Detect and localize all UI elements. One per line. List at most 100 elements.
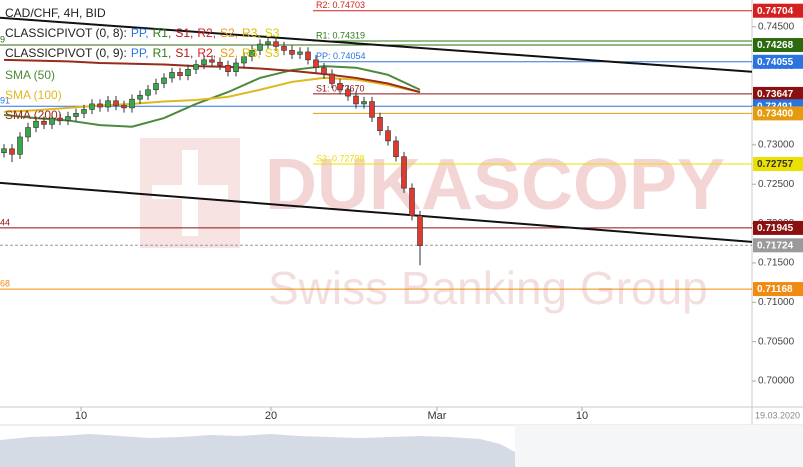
candle-body	[113, 100, 119, 106]
x-tick-label: Mar	[428, 410, 447, 422]
price-tag-label: 0.73400	[757, 109, 794, 120]
trendline	[0, 16, 752, 73]
indicator-item: R3,	[242, 46, 261, 60]
candle-body	[401, 156, 407, 189]
price-tag	[753, 3, 803, 18]
candle-body	[409, 187, 415, 217]
y-tick-label: 0.70500	[758, 336, 795, 347]
candle-body	[321, 67, 327, 75]
candle-body	[313, 59, 319, 69]
price-tag-label: 0.71945	[757, 223, 794, 234]
watermark-tagline: Swiss Banking Group	[268, 262, 708, 314]
level-left-text: 9	[0, 34, 5, 44]
legend-entry: SMA (50)	[5, 68, 55, 82]
indicator-item: PP,	[131, 46, 149, 60]
end-date: 19.03.2020	[755, 410, 800, 420]
candle-body	[201, 59, 207, 65]
sma-line	[3, 76, 421, 113]
price-tag-label: 0.74704	[757, 6, 794, 17]
candle-body	[169, 72, 175, 79]
indicator-item: S3	[265, 46, 280, 60]
candle-body	[25, 127, 31, 138]
candle-body	[177, 72, 183, 76]
indicator-name: CLASSICPIVOT (0, 8):	[5, 26, 127, 40]
y-tick-label: 0.72500	[758, 179, 795, 190]
indicator-item: R2,	[197, 46, 216, 60]
indicator-item: S2,	[220, 46, 238, 60]
candle-body	[369, 101, 375, 118]
indicator-item: S1,	[175, 46, 193, 60]
price-tag	[753, 282, 803, 297]
candle-body	[385, 130, 391, 142]
x-tick-label: 20	[265, 410, 277, 422]
candle-body	[121, 105, 127, 109]
x-tick-label: 10	[576, 410, 588, 422]
candle-body	[273, 41, 279, 47]
candle-body	[217, 61, 223, 66]
candle-body	[297, 51, 303, 55]
indicator-item: S1,	[175, 26, 193, 40]
candle-body	[185, 68, 191, 76]
candle-body	[417, 215, 423, 246]
y-tick-label: 0.74500	[758, 21, 795, 32]
price-tag	[753, 220, 803, 235]
candle-body	[393, 140, 399, 157]
indicator-legend: CLASSICPIVOT (0, 8): PP, R1, S1, R2, S2, R3, S3	[5, 26, 280, 40]
price-tag	[753, 156, 803, 171]
candle-body	[225, 65, 231, 72]
candle-body	[305, 51, 311, 61]
candle-body	[145, 89, 151, 96]
legend-entry: SMA (200)	[5, 108, 62, 122]
candle-body	[17, 136, 23, 155]
candle-body	[105, 100, 111, 108]
candle-body	[193, 64, 199, 70]
navigator-future	[515, 425, 803, 467]
indicator-name: CLASSICPIVOT (0, 9):	[5, 46, 127, 60]
watermark-brand: DUKASCOPY	[265, 145, 725, 225]
trendline	[0, 181, 752, 243]
candle-body	[329, 73, 335, 84]
candle-body	[41, 120, 47, 125]
price-tag-label: 0.74055	[757, 57, 794, 68]
price-tag-label: 0.74268	[757, 40, 794, 51]
candle-body	[137, 94, 143, 100]
level-left-text: 44	[0, 217, 10, 227]
candle-body	[337, 83, 343, 91]
candle-body	[1, 148, 7, 154]
indicator-legend: CLASSICPIVOT (0, 9): PP, R1, S1, R2, S2, R3, S3	[5, 46, 280, 60]
candle-body	[345, 89, 351, 97]
y-tick-label: 0.73000	[758, 139, 795, 150]
legend-entry: SMA (100)	[5, 88, 62, 102]
candle-body	[361, 101, 367, 105]
y-tick-label: 0.71500	[758, 258, 795, 269]
candle-body	[209, 59, 215, 63]
navigator	[0, 425, 803, 467]
price-tag-label: 0.71724	[757, 240, 794, 251]
indicator-item: R1,	[153, 26, 172, 40]
candle-body	[57, 117, 63, 121]
candle-body	[129, 98, 135, 109]
price-tag	[753, 238, 803, 253]
price-tag	[753, 106, 803, 121]
indicator-item: R1,	[153, 46, 172, 60]
y-tick-label: 0.70000	[758, 376, 795, 387]
candle-body	[257, 43, 263, 51]
candle-body	[233, 62, 239, 72]
level-text: PP: 0.74054	[316, 51, 366, 61]
level-text: S3: 0.72798	[316, 153, 365, 163]
navigator-area	[0, 434, 515, 467]
x-tick-label: 10	[75, 410, 87, 422]
price-tag	[753, 38, 803, 53]
candle-body	[377, 116, 383, 131]
candle-body	[49, 117, 55, 125]
level-text: R1: 0.74319	[316, 30, 365, 40]
candle-body	[81, 109, 87, 114]
indicator-item: R3,	[242, 26, 261, 40]
candle-body	[33, 120, 39, 128]
candle-body	[161, 77, 167, 84]
candle-body	[289, 50, 295, 55]
y-tick-label: 0.71000	[758, 297, 795, 308]
axes: 0.700000.705000.710000.715000.720000.725…	[75, 3, 803, 422]
